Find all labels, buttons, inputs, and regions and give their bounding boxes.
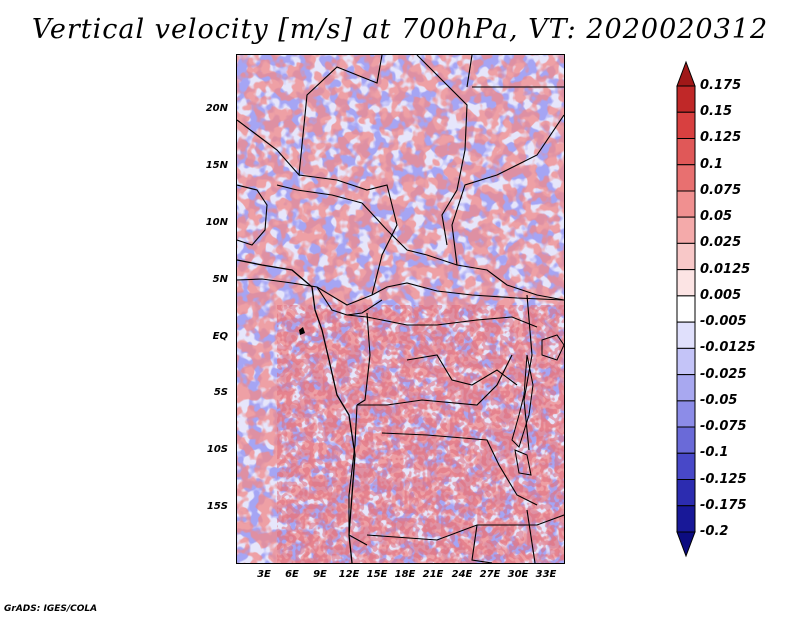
lon-label-12e: 12E: [338, 569, 360, 580]
chart-title: Vertical velocity [m/s] at 700hPa, VT: 2…: [31, 14, 769, 45]
grads-credit: GrADS: IGES/COLA: [4, 604, 98, 614]
lon-label-6e: 6E: [285, 569, 299, 580]
lat-label-5n: 5N: [212, 274, 228, 285]
lat-label-15s: 15S: [206, 501, 228, 512]
colorbar-level-label: -0.0125: [700, 340, 756, 356]
colorbar-swatch: [676, 321, 696, 349]
colorbar-level-label: -0.175: [700, 497, 747, 513]
colorbar-swatch: [676, 374, 696, 402]
colorbar-level-label: -0.2: [700, 524, 729, 539]
velocity-field-map: [237, 55, 564, 563]
colorbar-level-label: 0.175: [700, 78, 742, 93]
colorbar-swatch: [676, 295, 696, 323]
colorbar-swatch: [676, 137, 696, 166]
colorbar-swatch: [676, 111, 696, 139]
colorbar-level-label: 0.005: [700, 287, 742, 303]
lon-label-24e: 24E: [451, 569, 473, 580]
lake-tanganyika: [511, 354, 534, 448]
colorbar-level-label: -0.025: [700, 366, 747, 382]
colorbar-swatch: [676, 85, 696, 113]
colorbar-swatch: [676, 505, 696, 533]
colorbar-swatch: [676, 60, 696, 87]
lon-label-9e: 9E: [313, 569, 327, 580]
colorbar-level-label: 0.0125: [700, 261, 751, 277]
lon-label-21e: 21E: [422, 569, 444, 580]
colorbar-boxes: [676, 60, 696, 558]
lake-mweru: [514, 449, 532, 476]
colorbar-swatch: [676, 242, 696, 271]
lon-label-33e: 33E: [535, 569, 557, 580]
colorbar-level-label: -0.125: [700, 471, 747, 487]
colorbar-level-label: 0.05: [700, 209, 733, 225]
colorbar-level-label: 0.1: [700, 156, 724, 172]
colorbar-level-label: 0.15: [700, 104, 733, 120]
colorbar-swatch: [676, 347, 696, 376]
colorbar-level-label: -0.075: [700, 419, 747, 435]
lake-victoria: [541, 334, 564, 361]
lat-label-20n: 20N: [205, 103, 228, 114]
lat-label-5s: 5S: [213, 387, 228, 398]
map-panel: [236, 54, 565, 564]
colorbar-swatch: [676, 216, 696, 244]
colorbar-swatch: [676, 400, 696, 428]
field-convective-cells: [277, 305, 564, 563]
colorbar-swatch: [676, 426, 696, 454]
colorbar-swatch: [676, 452, 696, 481]
colorbar-swatch: [676, 479, 696, 507]
lon-label-15e: 15E: [366, 569, 388, 580]
colorbar-level-label: -0.005: [700, 314, 747, 330]
colorbar-level-label: 0.025: [700, 235, 742, 251]
colorbar-level-label: 0.125: [700, 130, 742, 146]
lon-label-3e: 3E: [257, 569, 271, 580]
country-borders: [237, 55, 564, 563]
colorbar-level-label: -0.1: [700, 445, 729, 461]
colorbar-level-label: 0.075: [700, 182, 742, 198]
lat-label-10n: 10N: [205, 217, 228, 228]
lat-label-15n: 15N: [205, 160, 228, 171]
colorbar-swatch: [676, 531, 696, 558]
coastline: [237, 259, 356, 563]
lon-label-18e: 18E: [394, 569, 416, 580]
colorbar-swatch: [676, 190, 696, 218]
colorbar-swatch: [676, 269, 696, 297]
bioko-island: [299, 327, 305, 335]
lat-label-10s: 10S: [206, 444, 228, 455]
colorbar-swatch: [676, 164, 696, 192]
lon-label-27e: 27E: [479, 569, 501, 580]
lat-label-eq: EQ: [212, 331, 228, 342]
colorbar-level-label: -0.05: [700, 392, 738, 408]
lon-label-30e: 30E: [507, 569, 529, 580]
